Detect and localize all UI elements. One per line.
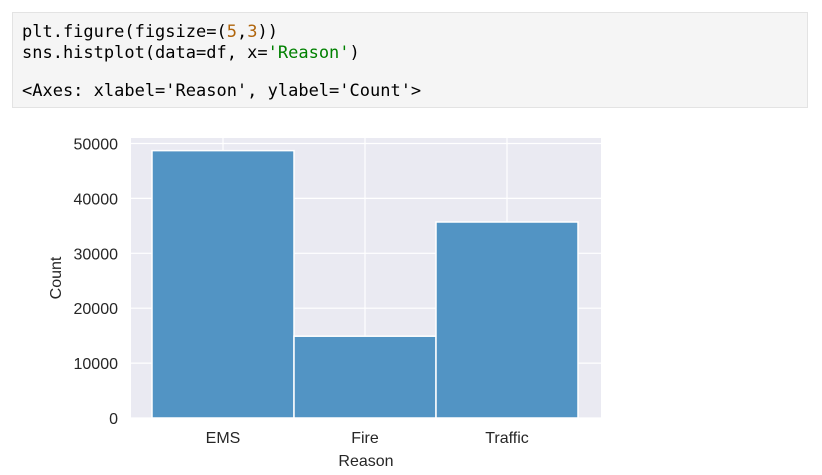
y-tick-label: 30000 [74, 246, 119, 263]
y-tick-labels: 0 10000 20000 30000 40000 50000 [74, 136, 119, 428]
x-axis-label: Reason [338, 453, 393, 470]
y-tick-label: 20000 [74, 301, 119, 318]
bar-fire [293, 335, 437, 419]
cell-output-text: <Axes: xlabel='Reason', ylabel='Count'> [22, 81, 422, 101]
bars [151, 149, 579, 419]
x-tick-label: EMS [206, 430, 241, 447]
x-tick-labels: EMS Fire Traffic [206, 430, 529, 447]
code-line-histplot: sns.histplot(data=df, x='Reason') [22, 43, 360, 63]
x-tick-label: Fire [351, 430, 379, 447]
y-tick-label: 40000 [74, 191, 119, 208]
y-tick-label: 0 [109, 411, 118, 428]
code-cell[interactable]: plt.figure(figsize=(5,3)) sns.histplot(d… [12, 12, 808, 108]
y-tick-label: 50000 [74, 136, 119, 153]
x-tick-label: Traffic [485, 430, 529, 447]
y-axis-label: Count [48, 256, 65, 299]
y-tick-label: 10000 [74, 356, 119, 373]
bar-ems [151, 149, 295, 419]
bar-traffic [435, 221, 579, 419]
code-line-figure: plt.figure(figsize=(5,3)) [22, 22, 278, 42]
